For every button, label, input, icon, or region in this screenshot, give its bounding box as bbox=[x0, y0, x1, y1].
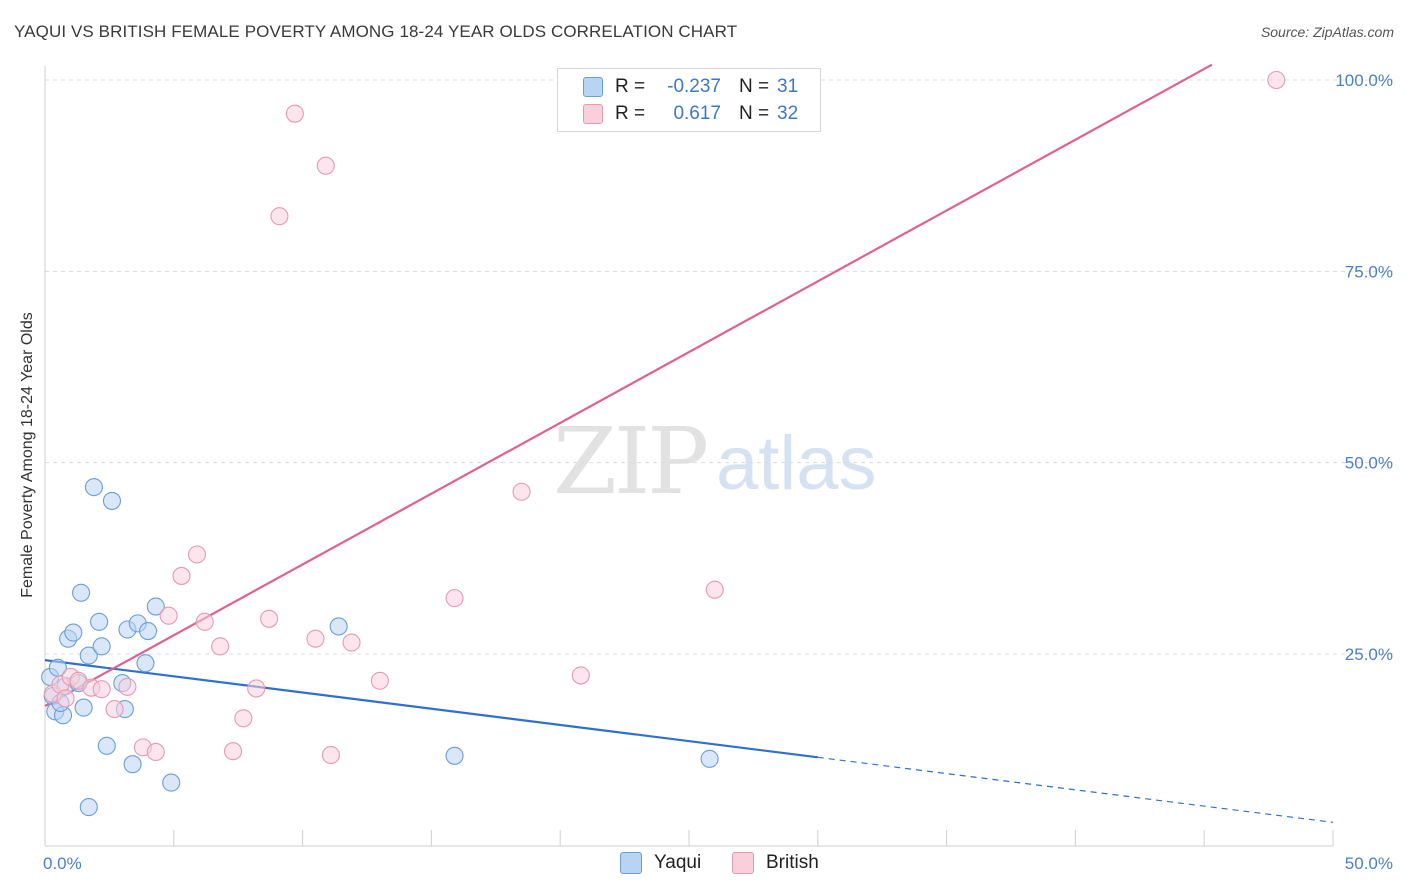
data-point-yaqui bbox=[445, 746, 464, 765]
legend: R = -0.237 N = 31 R = 0.617 N = 32 bbox=[557, 68, 821, 132]
data-point-british bbox=[316, 156, 335, 175]
data-point-yaqui bbox=[700, 749, 719, 768]
data-point-british bbox=[211, 637, 230, 656]
legend-r-value: 0.617 bbox=[673, 103, 721, 124]
bottom-legend-yaqui: Yaqui bbox=[620, 852, 701, 874]
data-point-yaqui bbox=[138, 621, 158, 641]
data-point-british bbox=[92, 680, 111, 699]
source-label: Source: ZipAtlas.com bbox=[1260, 24, 1394, 40]
trend-line-yaqui bbox=[44, 659, 818, 759]
y-tick-label-75: 75.0% bbox=[1345, 262, 1393, 281]
data-point-british bbox=[118, 677, 137, 696]
watermark-zip: ZIP bbox=[553, 408, 709, 515]
data-point-british bbox=[285, 104, 304, 123]
data-point-yaqui bbox=[79, 646, 98, 665]
data-point-british bbox=[234, 709, 253, 728]
data-point-british bbox=[571, 666, 590, 685]
data-point-yaqui bbox=[90, 612, 109, 631]
bottom-legend-label-british: British bbox=[766, 852, 819, 873]
data-point-british bbox=[159, 606, 178, 625]
data-point-yaqui bbox=[146, 597, 165, 616]
y-tick-label-25: 25.0% bbox=[1345, 645, 1393, 664]
trend-lines bbox=[44, 63, 1334, 823]
data-point-british bbox=[321, 745, 340, 765]
data-point-yaqui bbox=[92, 637, 111, 656]
data-point-yaqui bbox=[64, 623, 83, 642]
data-point-british bbox=[705, 580, 724, 599]
data-points bbox=[41, 70, 1286, 817]
data-point-yaqui bbox=[123, 755, 142, 774]
data-point-british bbox=[445, 589, 464, 608]
data-point-british bbox=[195, 612, 214, 631]
bottom-legend-swatch-british bbox=[732, 852, 754, 874]
trend-line-british bbox=[44, 63, 1213, 708]
legend-n-label: N = bbox=[739, 76, 770, 97]
data-point-british bbox=[247, 679, 266, 698]
data-point-yaqui bbox=[136, 654, 155, 673]
axes bbox=[44, 66, 1334, 847]
data-point-british bbox=[146, 742, 165, 762]
y-tick-label-100: 100.0% bbox=[1335, 71, 1393, 90]
bottom-legend-swatch-yaqui bbox=[620, 852, 642, 874]
grid-lines bbox=[45, 79, 1394, 655]
data-point-yaqui bbox=[79, 798, 98, 817]
data-point-british bbox=[370, 671, 389, 690]
legend-r-label: R = bbox=[615, 76, 646, 97]
data-point-british bbox=[512, 482, 531, 501]
legend-row-british: R = 0.617 N = 32 bbox=[583, 102, 798, 126]
data-point-british bbox=[105, 700, 124, 719]
data-point-british bbox=[223, 742, 243, 761]
legend-swatch-yaqui bbox=[583, 77, 603, 97]
watermark-atlas: atlas bbox=[716, 421, 877, 506]
bottom-legend-label-yaqui: Yaqui bbox=[654, 852, 702, 873]
data-point-british bbox=[306, 629, 325, 648]
legend-r-value: -0.237 bbox=[667, 76, 721, 97]
data-point-british bbox=[172, 566, 191, 585]
data-point-yaqui bbox=[84, 478, 103, 497]
tick-labels: 25.0% 50.0% 75.0% 100.0% 0.0% 50.0% bbox=[43, 71, 1393, 873]
data-point-british bbox=[1267, 70, 1286, 90]
data-point-british bbox=[342, 633, 361, 652]
y-tick-label-50: 50.0% bbox=[1345, 454, 1393, 473]
data-point-yaqui bbox=[329, 617, 348, 636]
data-point-british bbox=[260, 609, 279, 628]
legend-row-yaqui: R = -0.237 N = 31 bbox=[583, 75, 798, 99]
legend-n-value: 32 bbox=[777, 103, 799, 124]
data-point-yaqui bbox=[97, 736, 116, 755]
data-point-yaqui bbox=[72, 583, 91, 602]
data-point-yaqui bbox=[102, 491, 122, 510]
chart-title: YAQUI VS BRITISH FEMALE POVERTY AMONG 18… bbox=[14, 22, 738, 41]
x-tick-label-0: 0.0% bbox=[43, 854, 82, 873]
bottom-legend-british: British bbox=[732, 852, 819, 874]
data-point-british bbox=[270, 207, 289, 226]
data-point-british bbox=[56, 689, 75, 708]
legend-n-value: 31 bbox=[777, 76, 799, 97]
x-tick-label-1: 50.0% bbox=[1345, 854, 1393, 873]
data-point-yaqui bbox=[162, 773, 181, 792]
legend-swatch-british bbox=[583, 104, 603, 124]
legend-r-label: R = bbox=[615, 103, 646, 124]
trend-line-dashed-yaqui bbox=[817, 756, 1334, 823]
data-point-british bbox=[187, 545, 207, 564]
data-point-yaqui bbox=[74, 698, 93, 717]
legend-n-label: N = bbox=[739, 103, 770, 124]
